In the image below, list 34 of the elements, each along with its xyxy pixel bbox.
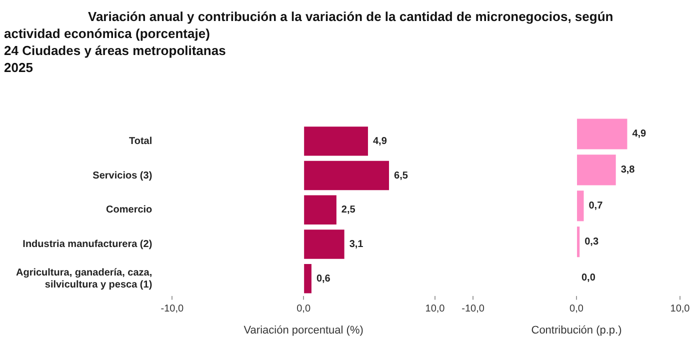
bar <box>304 126 368 156</box>
x-axis-title: Variación porcentual (%) <box>244 324 364 336</box>
data-label: 3,1 <box>349 239 364 250</box>
chart-subtitle: 24 Ciudades y áreas metropolitanas 2025 <box>4 42 227 76</box>
x-axis-title: Contribución (p.p.) <box>531 324 622 336</box>
y-tick-label: Servicios (3) <box>92 170 152 182</box>
x-tick-label: 10,0 <box>425 304 446 315</box>
bar <box>304 264 312 294</box>
bar <box>304 160 390 190</box>
data-label: 3,8 <box>620 164 636 176</box>
bar <box>577 226 580 258</box>
data-label: 4,9 <box>632 128 647 140</box>
data-label: 0,7 <box>588 200 604 212</box>
y-tick-label: Industria manufacturera (2) <box>22 239 152 250</box>
bar <box>304 230 344 259</box>
x-tick-label: -10,0 <box>462 304 485 315</box>
x-tick-label: -10,0 <box>160 304 184 315</box>
x-tick-label: 0,0 <box>570 304 584 315</box>
bar <box>577 154 616 186</box>
chart-title: Variación anual y contribución a la variación de la cantidad de micronegocios, según actividad económica (porcentaje) <box>4 8 614 42</box>
y-tick-label: Comercio <box>106 204 152 216</box>
data-label: 6,5 <box>394 170 408 182</box>
data-label: 0,0 <box>582 272 596 284</box>
bar <box>577 118 628 150</box>
y-tick-label: Total <box>129 136 152 147</box>
bar <box>577 190 584 222</box>
data-label: 2,5 <box>341 204 356 216</box>
data-label: 4,9 <box>372 136 388 147</box>
y-tick-label: Agricultura, ganadería, caza, silvicultura y pesca (1) <box>16 267 152 290</box>
x-tick-label: 10,0 <box>670 304 690 315</box>
bar <box>304 195 336 225</box>
x-tick-label: 0,0 <box>296 304 311 315</box>
data-label: 0,6 <box>316 273 331 284</box>
data-label: 0,3 <box>584 236 599 248</box>
